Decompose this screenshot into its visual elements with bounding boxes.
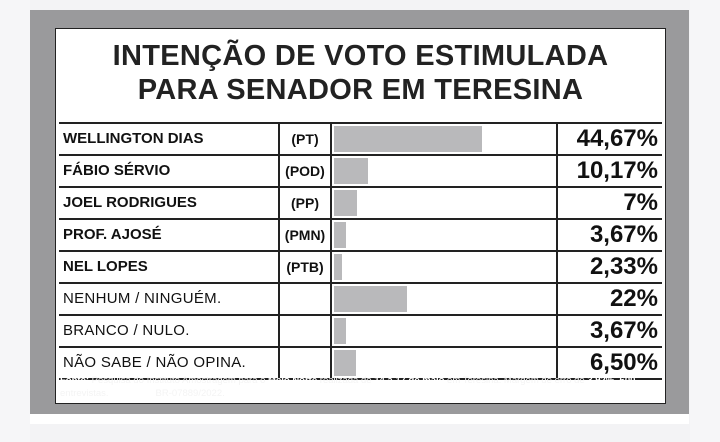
source-outlet: Meio Norte — [268, 375, 318, 386]
bar-cell — [332, 156, 558, 186]
bar-cell — [332, 188, 558, 218]
chart-title: INTENÇÃO DE VOTO ESTIMULADA PARA SENADOR… — [56, 39, 665, 107]
value-label: 10,17% — [576, 157, 658, 184]
source-text-3: em Teresina. Margem de erro de — [444, 375, 588, 386]
result-row: FÁBIO SÉRVIO (POD) 10,17% — [59, 156, 662, 188]
bar-mark — [334, 254, 342, 280]
source-label: Fonte: — [60, 375, 90, 386]
source-note: Fonte: Pesquisa do Instituto Amostragem … — [60, 374, 664, 400]
source-margin: 3,92%. 600 — [587, 375, 636, 386]
party-label: (PP) — [280, 188, 332, 218]
bar-mark — [334, 190, 357, 216]
candidate-name: JOEL RODRIGUES — [59, 188, 280, 218]
result-row: NENHUM / NINGUÉM. 22% — [59, 284, 662, 316]
bar-cell — [332, 316, 558, 346]
source-text-2: realizada de — [317, 375, 375, 386]
registro-label: Registro: — [111, 388, 153, 399]
result-row: NÃO SABE / NÃO OPINA. 6,50% — [59, 348, 662, 380]
party-label — [280, 284, 332, 314]
candidate-name: BRANCO / NULO. — [59, 316, 280, 346]
party-label — [280, 348, 332, 378]
chart-panel: INTENÇÃO DE VOTO ESTIMULADA PARA SENADOR… — [55, 28, 666, 404]
results-table: WELLINGTON DIAS (PT) 44,67% FÁBIO SÉRVIO (PO… — [59, 122, 662, 380]
title-line-1: INTENÇÃO DE VOTO ESTIMULADA — [112, 40, 609, 72]
bar-cell — [332, 284, 558, 314]
candidate-name: PROF. AJOSÉ — [59, 220, 280, 250]
party-label — [280, 316, 332, 346]
value-label: 22% — [609, 285, 658, 312]
source-text-1: Pesquisa do Instituto Amostragem para o — [89, 375, 269, 386]
source-dates: 14 a 17 de maio — [374, 375, 445, 386]
value-label: 7% — [623, 189, 658, 216]
candidate-name: NENHUM / NINGUÉM. — [59, 284, 280, 314]
bar-mark — [334, 318, 346, 344]
registro-value: BR-07889/2022. — [152, 388, 225, 399]
result-row: PROF. AJOSÉ (PMN) 3,67% — [59, 220, 662, 252]
bar-cell — [332, 220, 558, 250]
result-row: WELLINGTON DIAS (PT) 44,67% — [59, 124, 662, 156]
value-label: 3,67% — [589, 317, 658, 344]
party-label: (PT) — [280, 124, 332, 154]
result-row: BRANCO / NULO. 3,67% — [59, 316, 662, 348]
value-label: 3,67% — [589, 221, 658, 248]
value-label: 44,67% — [576, 125, 658, 152]
title-line-2: PARA SENADOR EM TERESINA — [137, 74, 584, 106]
bottom-strip — [30, 424, 689, 442]
left-margin — [0, 0, 30, 442]
party-label: (POD) — [280, 156, 332, 186]
result-row: NEL LOPES (PTB) 2,33% — [59, 252, 662, 284]
value-label: 6,50% — [589, 349, 658, 376]
party-label: (PMN) — [280, 220, 332, 250]
value-label: 2,33% — [589, 253, 658, 280]
bar-cell — [332, 124, 558, 154]
bar-cell — [332, 252, 558, 282]
right-margin — [690, 0, 720, 442]
bar-mark — [334, 158, 368, 184]
candidate-name: NEL LOPES — [59, 252, 280, 282]
candidate-name: WELLINGTON DIAS — [59, 124, 280, 154]
bar-mark — [334, 350, 356, 376]
bar-mark — [334, 126, 482, 152]
party-label: (PTB) — [280, 252, 332, 282]
bar-mark — [334, 286, 407, 312]
source-text-4: entrevistas. — [60, 388, 112, 399]
result-row: JOEL RODRIGUES (PP) 7% — [59, 188, 662, 220]
bar-cell — [332, 348, 558, 378]
bar-mark — [334, 222, 346, 248]
candidate-name: NÃO SABE / NÃO OPINA. — [59, 348, 280, 378]
candidate-name: FÁBIO SÉRVIO — [59, 156, 280, 186]
